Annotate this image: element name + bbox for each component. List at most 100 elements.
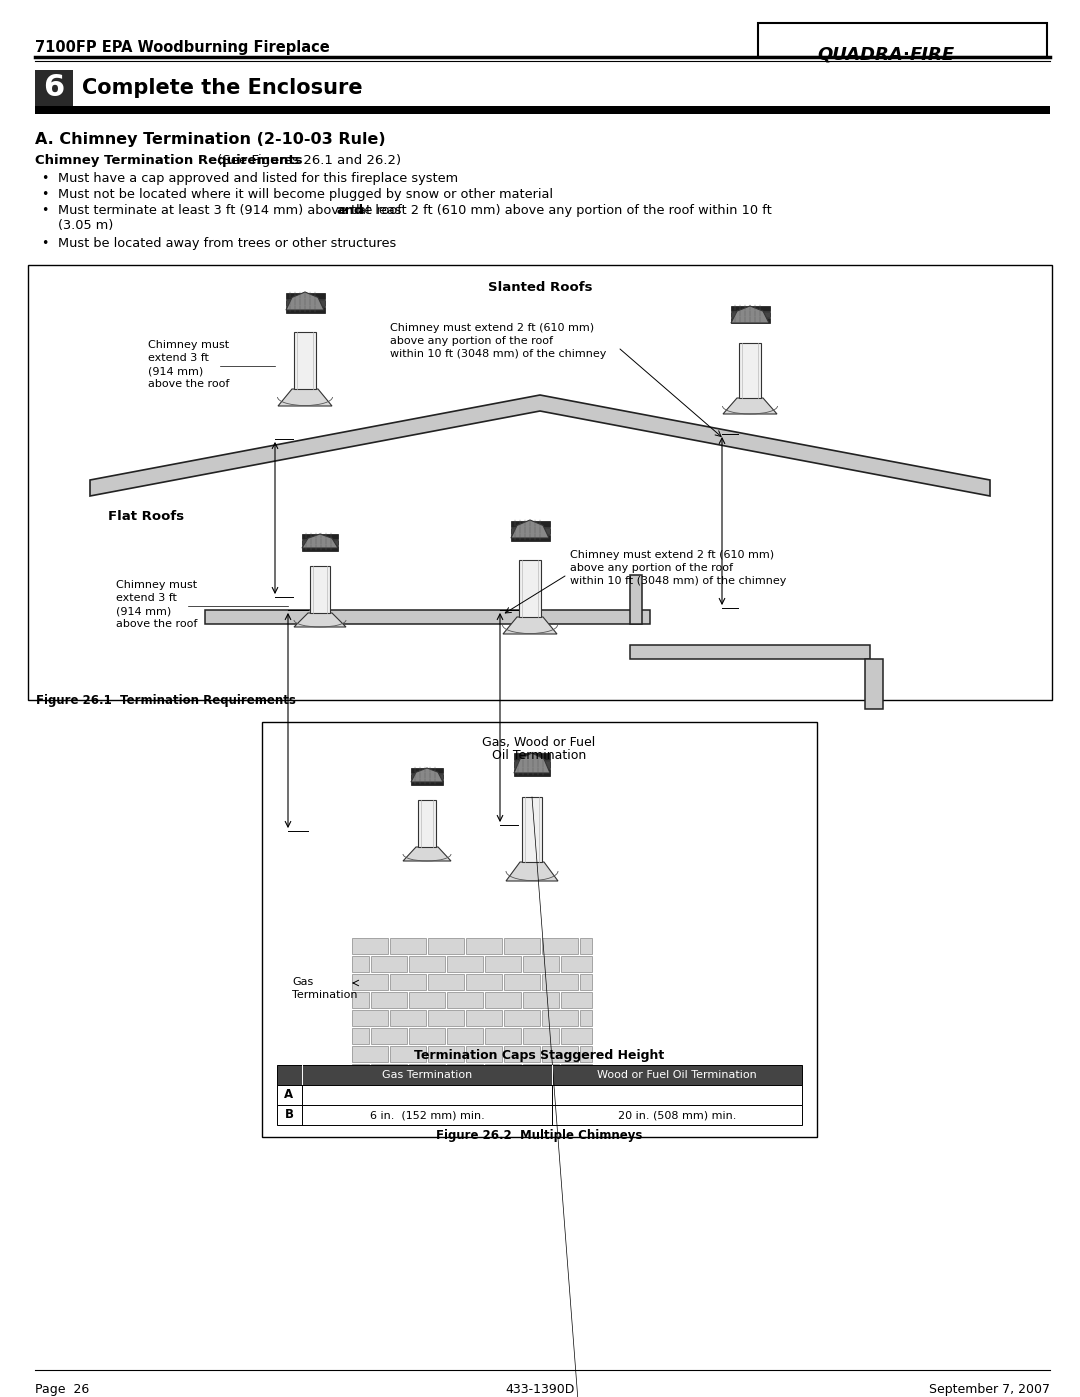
Bar — [286, 293, 325, 299]
Bar — [523, 1028, 559, 1044]
Text: Flat Roofs: Flat Roofs — [108, 510, 184, 522]
Bar — [411, 774, 443, 780]
Bar — [372, 956, 407, 972]
Text: 20 in. (508 mm) min.: 20 in. (508 mm) min. — [618, 1111, 737, 1120]
Polygon shape — [90, 395, 990, 496]
Bar — [35, 106, 1050, 115]
Text: (914 mm): (914 mm) — [148, 366, 203, 376]
Bar — [352, 956, 369, 972]
Bar — [485, 1065, 521, 1080]
Bar — [418, 800, 436, 847]
Text: •: • — [41, 172, 49, 184]
Polygon shape — [403, 847, 451, 861]
FancyBboxPatch shape — [758, 22, 1047, 57]
Bar — [35, 70, 73, 106]
Text: Must be located away from trees or other structures: Must be located away from trees or other… — [58, 237, 396, 250]
Bar — [542, 1010, 578, 1025]
Polygon shape — [507, 862, 558, 882]
Bar — [428, 937, 464, 954]
Bar — [542, 937, 578, 954]
Bar — [731, 319, 770, 323]
Bar — [352, 1028, 369, 1044]
Bar — [352, 937, 388, 954]
Text: Complete the Enclosure: Complete the Enclosure — [82, 78, 363, 98]
Text: ·: · — [903, 46, 909, 64]
Bar — [504, 1010, 540, 1025]
Polygon shape — [731, 306, 769, 323]
Text: September 7, 2007: September 7, 2007 — [929, 1383, 1050, 1396]
Text: extend 3 ft: extend 3 ft — [116, 592, 177, 604]
Bar — [731, 306, 770, 312]
Text: Termination: Termination — [292, 990, 357, 1000]
Polygon shape — [723, 398, 777, 414]
Bar — [286, 307, 325, 313]
Text: 7100FP EPA Woodburning Fireplace: 7100FP EPA Woodburning Fireplace — [35, 41, 329, 54]
Bar — [561, 1065, 592, 1080]
Text: •: • — [41, 237, 49, 250]
Bar — [580, 1010, 592, 1025]
Bar — [409, 1065, 445, 1080]
Bar — [205, 610, 650, 624]
Bar — [302, 546, 338, 550]
Bar — [465, 1046, 502, 1062]
Bar — [561, 992, 592, 1009]
Bar — [542, 1046, 578, 1062]
Text: •: • — [41, 204, 49, 217]
Text: at least 2 ft (610 mm) above any portion of the roof within 10 ft: at least 2 ft (610 mm) above any portion… — [353, 204, 771, 217]
Bar — [519, 560, 541, 617]
Bar — [731, 312, 770, 317]
Text: Gas Termination: Gas Termination — [382, 1070, 472, 1080]
Text: Chimney must: Chimney must — [116, 580, 198, 590]
Bar — [302, 534, 338, 539]
Text: (3.05 m): (3.05 m) — [58, 219, 113, 232]
Bar — [409, 1028, 445, 1044]
Bar — [428, 1046, 464, 1062]
Text: within 10 ft (3048 mm) of the chimney: within 10 ft (3048 mm) of the chimney — [570, 576, 786, 585]
Bar — [390, 1046, 426, 1062]
Bar — [465, 937, 502, 954]
Text: 6 in.  (152 mm) min.: 6 in. (152 mm) min. — [369, 1111, 484, 1120]
Bar — [504, 1046, 540, 1062]
Bar — [276, 1085, 802, 1105]
Bar — [428, 1010, 464, 1025]
Bar — [485, 992, 521, 1009]
Bar — [865, 659, 883, 710]
Bar — [511, 521, 550, 527]
Text: within 10 ft (3048 mm) of the chimney: within 10 ft (3048 mm) of the chimney — [390, 349, 606, 359]
Bar — [561, 1028, 592, 1044]
Text: A: A — [284, 1088, 294, 1101]
Text: Wood or Fuel Oil Termination: Wood or Fuel Oil Termination — [597, 1070, 757, 1080]
Text: Figure 26.2  Multiple Chimneys: Figure 26.2 Multiple Chimneys — [436, 1129, 643, 1141]
Bar — [447, 992, 483, 1009]
Bar — [352, 1010, 388, 1025]
Bar — [504, 974, 540, 990]
Bar — [372, 1065, 407, 1080]
Bar — [302, 541, 338, 545]
Bar — [511, 535, 550, 541]
Bar — [580, 974, 592, 990]
Bar — [390, 974, 426, 990]
Bar — [447, 1065, 483, 1080]
Bar — [276, 1105, 802, 1125]
Bar — [580, 937, 592, 954]
Bar — [352, 1065, 369, 1080]
Bar — [390, 937, 426, 954]
Bar — [630, 645, 870, 659]
Bar — [390, 1010, 426, 1025]
Bar — [28, 265, 1052, 700]
Text: Gas, Wood or Fuel: Gas, Wood or Fuel — [483, 736, 596, 749]
Bar — [447, 1028, 483, 1044]
Text: 433-1390D: 433-1390D — [505, 1383, 575, 1396]
Polygon shape — [286, 292, 324, 310]
Text: Figure 26.1  Termination Requirements: Figure 26.1 Termination Requirements — [36, 694, 296, 707]
Bar — [580, 1046, 592, 1062]
Bar — [409, 956, 445, 972]
Text: Gas: Gas — [292, 977, 313, 988]
Bar — [372, 992, 407, 1009]
Text: and: and — [336, 204, 363, 217]
Bar — [409, 992, 445, 1009]
Bar — [372, 1028, 407, 1044]
Bar — [514, 753, 550, 760]
Bar — [352, 974, 388, 990]
Text: (See Figures 26.1 and 26.2): (See Figures 26.1 and 26.2) — [213, 154, 401, 168]
